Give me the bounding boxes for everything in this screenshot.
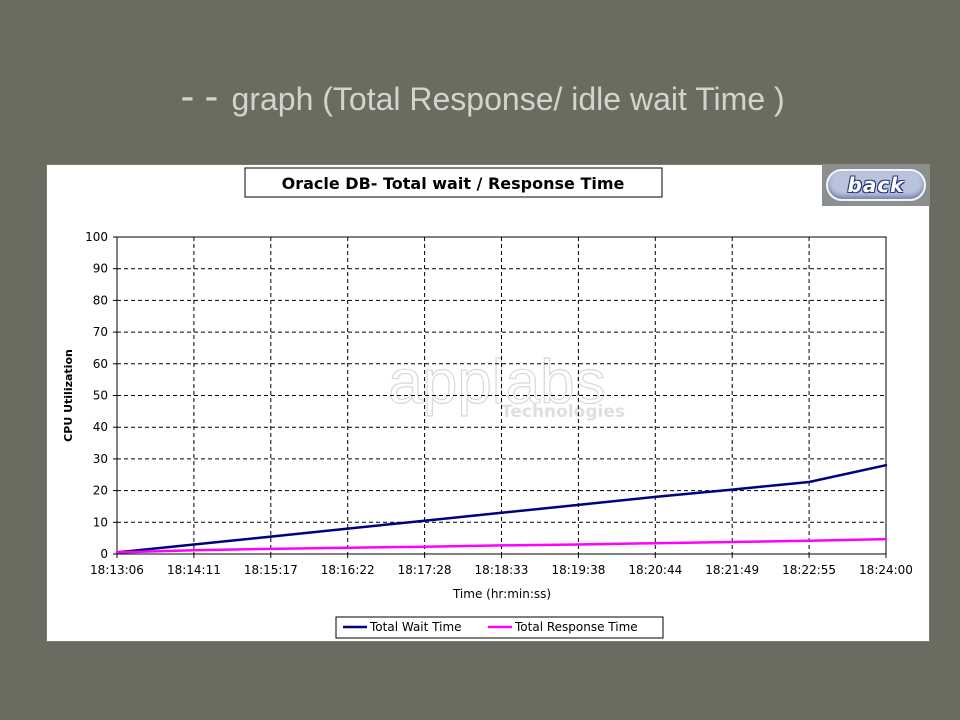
- data-point: [192, 543, 196, 546]
- data-point: [269, 535, 272, 538]
- data-point: [346, 546, 349, 549]
- x-tick-label: 18:21:49: [705, 563, 759, 577]
- y-tick-label: 60: [93, 357, 108, 371]
- y-tick-label: 30: [93, 452, 108, 466]
- data-point: [654, 542, 657, 545]
- x-tick-label: 18:14:11: [167, 563, 221, 577]
- y-tick-label: 100: [85, 230, 108, 244]
- data-point: [884, 464, 888, 467]
- back-button-label: back: [847, 173, 905, 197]
- y-tick-label: 80: [93, 293, 108, 307]
- x-axis-label: Time (hr:min:ss): [452, 587, 551, 601]
- chart-frame: Oracle DB- Total wait / Response Time app…: [46, 164, 930, 642]
- data-point: [731, 488, 734, 491]
- y-tick-label: 40: [93, 420, 108, 434]
- line-chart: Oracle DB- Total wait / Response Timeapp…: [62, 167, 913, 639]
- y-axis-label: CPU Utilization: [62, 349, 75, 442]
- chart-title: Oracle DB- Total wait / Response Time: [282, 174, 625, 193]
- y-tick-label: 50: [93, 389, 108, 403]
- data-point: [731, 540, 734, 544]
- back-button[interactable]: back: [822, 164, 930, 206]
- data-point: [423, 545, 426, 548]
- data-point: [423, 519, 426, 522]
- data-point: [269, 547, 272, 551]
- x-tick-label: 18:17:28: [398, 563, 452, 577]
- data-point: [346, 527, 349, 530]
- data-point: [884, 537, 888, 541]
- y-tick-label: 90: [93, 262, 108, 276]
- data-point: [577, 543, 580, 546]
- x-tick-label: 18:16:22: [321, 563, 375, 577]
- y-tick-label: 10: [93, 515, 108, 529]
- data-point: [192, 548, 196, 552]
- x-tick-label: 18:24:00: [859, 563, 913, 577]
- x-tick-label: 18:20:44: [628, 563, 682, 577]
- data-point: [115, 551, 119, 554]
- y-tick-label: 70: [93, 325, 108, 339]
- y-tick-label: 20: [93, 484, 108, 498]
- data-point: [807, 480, 811, 484]
- x-tick-label: 18:13:06: [90, 563, 144, 577]
- title-text: graph (Total Response/ idle wait Time ): [231, 81, 785, 117]
- x-tick-label: 18:22:55: [782, 563, 836, 577]
- x-tick-label: 18:19:38: [551, 563, 605, 577]
- data-point: [500, 544, 503, 547]
- data-point: [807, 539, 811, 542]
- x-tick-label: 18:18:33: [475, 563, 529, 577]
- x-tick-label: 18:15:17: [244, 563, 298, 577]
- slide-title: -- graph (Total Response/ idle wait Time …: [0, 74, 960, 120]
- chart-title-box: [244, 167, 663, 198]
- y-tick-label: 0: [100, 547, 108, 561]
- back-button-pill: back: [826, 169, 926, 201]
- data-point: [577, 503, 580, 507]
- data-point: [500, 511, 503, 514]
- watermark-logo-subtext: Technologies: [501, 402, 625, 422]
- data-point: [654, 495, 657, 499]
- title-prefix: --: [175, 74, 224, 120]
- legend-label: Total Response Time: [514, 620, 638, 634]
- legend-label: Total Wait Time: [369, 620, 462, 634]
